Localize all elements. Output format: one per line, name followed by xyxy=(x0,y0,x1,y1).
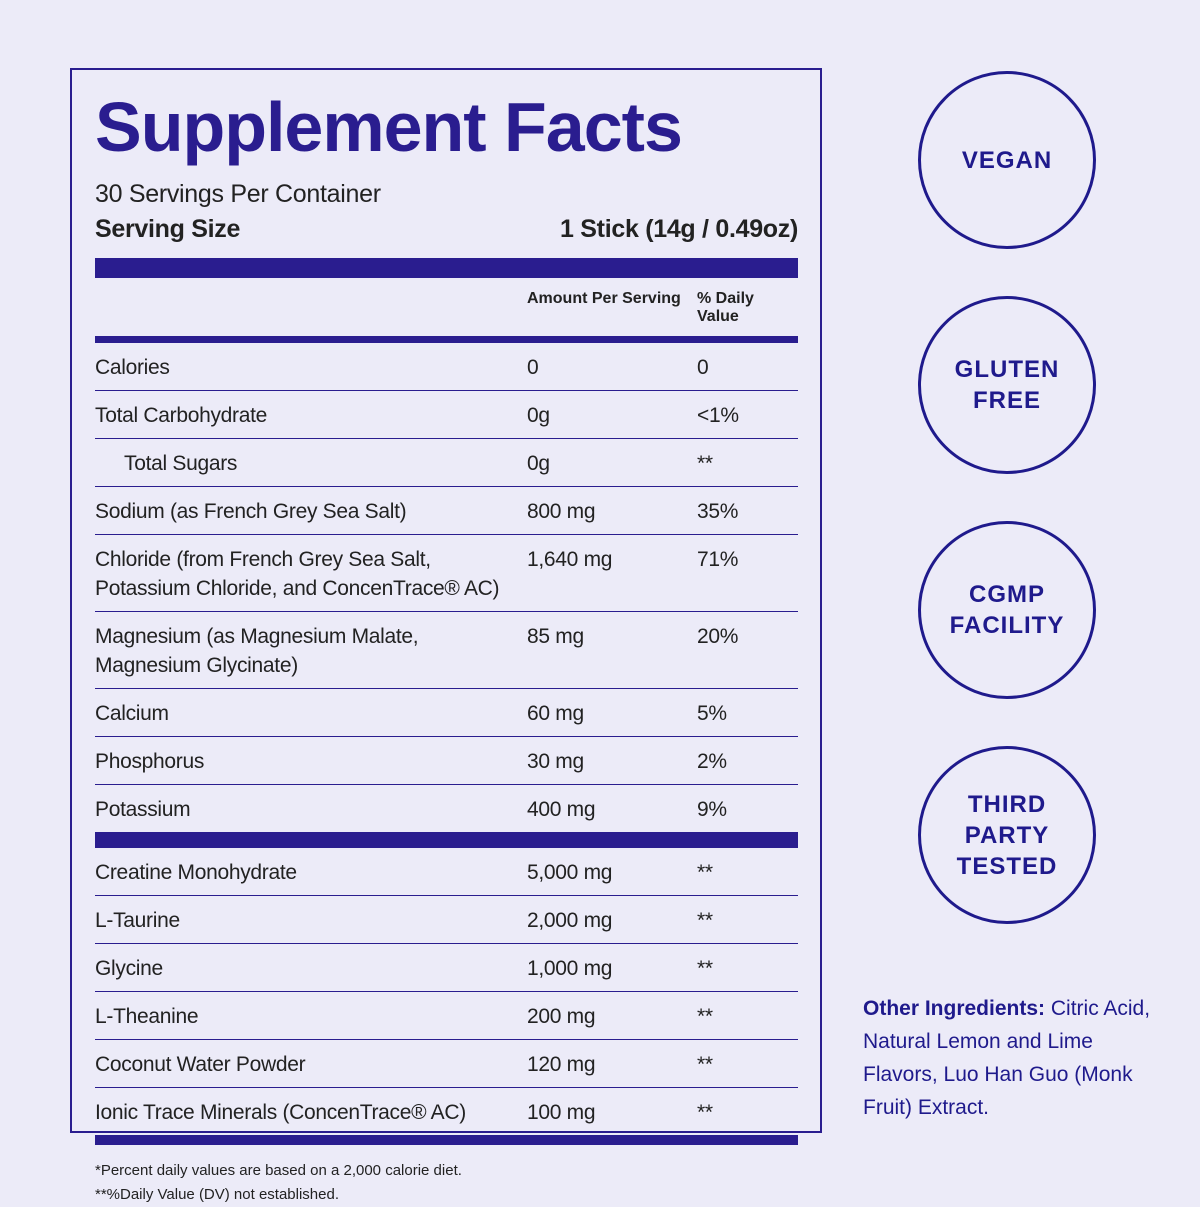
badge: CGMP FACILITY xyxy=(918,521,1096,699)
other-text: Citric Acid, Natural Lemon and Lime Flav… xyxy=(863,997,1151,1119)
badge: VEGAN xyxy=(918,71,1096,249)
footnote: *Percent daily values are based on a 2,0… xyxy=(95,1162,462,1179)
nutrient-row: Chloride (from French Grey Sea Salt, Pot… xyxy=(95,534,798,611)
nutrient-row: Coconut Water Powder 120 mg ** xyxy=(95,1039,798,1087)
nutrient-name: Total Sugars xyxy=(124,452,238,475)
amount: 85 mg xyxy=(527,625,584,648)
nutrient-row: Sodium (as French Grey Sea Salt) 800 mg 35… xyxy=(95,486,798,534)
badge: THIRD PARTY TESTED xyxy=(918,746,1096,924)
nutrient-name: Creatine Monohydrate xyxy=(95,861,297,884)
amount: 200 mg xyxy=(527,1005,596,1028)
column-label: Amount Per Serving xyxy=(527,290,681,307)
nutrient-row: Phosphorus 30 mg 2% xyxy=(95,736,798,784)
daily-value: ** xyxy=(697,957,713,980)
nutrient-name: Total Carbohydrate xyxy=(95,404,268,427)
other-ingredients: Other Ingredients: Citric Acid, Natural … xyxy=(863,992,1163,1124)
column-label: % Daily Value xyxy=(697,290,754,325)
nutrient-name: L-Theanine xyxy=(95,1005,199,1028)
amount: 0 xyxy=(527,356,539,379)
rule xyxy=(95,1135,798,1145)
nutrient-row: Magnesium (as Magnesium Malate, Magnesiu… xyxy=(95,611,798,688)
nutrient-name: L-Taurine xyxy=(95,909,180,932)
rule xyxy=(95,336,798,343)
amount: 800 mg xyxy=(527,500,596,523)
nutrient-row: Creatine Monohydrate 5,000 mg ** xyxy=(95,848,798,895)
serving-size: Serving Size 1 Stick (14g / 0.49oz) xyxy=(95,215,798,244)
badge: GLUTEN FREE xyxy=(918,296,1096,474)
amount: 60 mg xyxy=(527,702,584,725)
serving-size-label: Serving Size xyxy=(95,215,241,243)
section-rule xyxy=(95,832,798,848)
rule xyxy=(95,258,798,278)
nutrient-name: Phosphorus xyxy=(95,750,205,773)
daily-value: 9% xyxy=(697,798,727,821)
daily-value: 2% xyxy=(697,750,727,773)
facts-panel: Supplement Facts 30 Servings Per Contain… xyxy=(70,68,822,1203)
amount: 100 mg xyxy=(527,1101,596,1124)
daily-value: ** xyxy=(697,909,713,932)
nutrient-name: Calories xyxy=(95,356,170,379)
daily-value: ** xyxy=(697,1053,713,1076)
nutrient-name: Potassium xyxy=(95,798,191,821)
amount: 1,000 mg xyxy=(527,957,613,980)
daily-value: ** xyxy=(697,1005,713,1028)
rows: Calories 0 0 Total Carbohydrate 0g <1% Total S… xyxy=(95,343,798,1145)
nutrient-row: Calories 0 0 xyxy=(95,343,798,390)
amount: 5,000 mg xyxy=(527,861,613,884)
daily-value: 35% xyxy=(697,500,739,523)
amount: 120 mg xyxy=(527,1053,596,1076)
daily-value: 5% xyxy=(697,702,727,725)
nutrient-name: Glycine xyxy=(95,957,163,980)
amount: 400 mg xyxy=(527,798,596,821)
nutrient-row: Total Sugars 0g ** xyxy=(95,438,798,486)
amount: 1,640 mg xyxy=(527,548,613,571)
amount: 30 mg xyxy=(527,750,584,773)
amount: 0g xyxy=(527,452,550,475)
daily-value: ** xyxy=(697,1101,713,1124)
daily-value: <1% xyxy=(697,404,739,427)
amount: 2,000 mg xyxy=(527,909,613,932)
amount: 0g xyxy=(527,404,550,427)
daily-value: 0 xyxy=(697,356,709,379)
nutrient-name: Coconut Water Powder xyxy=(95,1053,306,1076)
daily-value: 20% xyxy=(697,625,739,648)
nutrient-name: Magnesium (as Magnesium Malate, Magnesiu… xyxy=(95,625,419,677)
nutrient-row: Potassium 400 mg 9% xyxy=(95,784,798,832)
daily-value: ** xyxy=(697,452,713,475)
column-header: Amount Per Serving % Daily Value xyxy=(95,278,798,336)
servings: 30 Servings Per Container xyxy=(95,180,381,208)
nutrient-name: Sodium (as French Grey Sea Salt) xyxy=(95,500,407,523)
nutrient-name: Ionic Trace Minerals (ConcenTrace® AC) xyxy=(95,1101,466,1124)
daily-value: ** xyxy=(697,861,713,884)
footnote: **%Daily Value (DV) not established. xyxy=(95,1186,340,1203)
nutrient-row: L-Theanine 200 mg ** xyxy=(95,991,798,1039)
nutrient-row: Ionic Trace Minerals (ConcenTrace® AC) 10… xyxy=(95,1087,798,1135)
serving-size-value: 1 Stick (14g / 0.49oz) xyxy=(560,215,798,243)
nutrient-row: Glycine 1,000 mg ** xyxy=(95,943,798,991)
footnotes: *Percent daily values are based on a 2,0… xyxy=(95,1159,798,1207)
nutrient-name: Calcium xyxy=(95,702,169,725)
other-label: Other Ingredients: xyxy=(863,997,1046,1020)
nutrient-row: Calcium 60 mg 5% xyxy=(95,688,798,736)
nutrient-row: Total Carbohydrate 0g <1% xyxy=(95,390,798,438)
nutrient-row: L-Taurine 2,000 mg ** xyxy=(95,895,798,943)
nutrient-name: Chloride (from French Grey Sea Salt, Pot… xyxy=(95,548,500,600)
daily-value: 71% xyxy=(697,548,739,571)
title: Supplement Facts xyxy=(95,88,683,166)
